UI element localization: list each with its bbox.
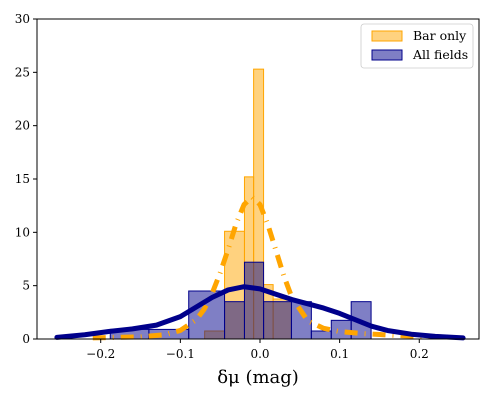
x-tick-label: −0.2 [86, 347, 115, 361]
legend-swatch-bar-only [371, 30, 403, 42]
kde-curve-all-fields [54, 284, 466, 341]
x-tick-label: 0.2 [410, 347, 429, 361]
kde-curve-bar-only [92, 194, 444, 341]
legend-swatch-all-fields [371, 49, 403, 61]
x-axis-label: δμ (mag) [217, 367, 299, 388]
x-tick-label: 0.0 [250, 347, 269, 361]
bar-all-fields-4 [243, 261, 265, 340]
axis-ticks: −0.2 −0.1 0.0 0.1 0.2 0 5 10 15 20 25 30 [15, 12, 429, 361]
histogram-bars [109, 68, 372, 340]
legend: Bar only All fields [360, 23, 474, 69]
kde-curves [54, 194, 466, 341]
legend-label-bar-only: Bar only [413, 28, 467, 43]
y-tick-label: 20 [15, 119, 30, 133]
y-tick-label: 5 [22, 279, 30, 293]
y-tick-label: 25 [15, 65, 30, 79]
y-tick-label: 15 [15, 172, 30, 186]
bar-all-fields-8 [330, 319, 352, 340]
legend-label-all-fields: All fields [412, 47, 468, 62]
y-tick-label: 30 [15, 12, 30, 26]
bar-all-fields-5 [263, 301, 292, 340]
x-tick-label: −0.1 [166, 347, 195, 361]
y-tick-label: 10 [15, 225, 30, 239]
y-tick-label: 0 [22, 332, 30, 346]
bar-all-fields-7 [310, 330, 332, 340]
bar-all-fields-3 [224, 301, 245, 340]
x-tick-label: 0.1 [330, 347, 349, 361]
